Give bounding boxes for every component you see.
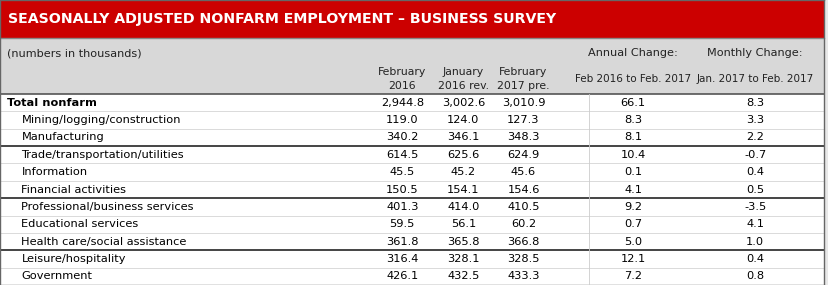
Text: Jan. 2017 to Feb. 2017: Jan. 2017 to Feb. 2017 (696, 74, 813, 84)
Text: 625.6: 625.6 (446, 150, 479, 160)
Text: 5.0: 5.0 (623, 237, 642, 247)
Text: 8.1: 8.1 (623, 133, 642, 142)
Text: 346.1: 346.1 (446, 133, 479, 142)
Text: Financial activities: Financial activities (22, 184, 127, 195)
Text: 614.5: 614.5 (386, 150, 418, 160)
Text: 7.2: 7.2 (623, 271, 642, 281)
Bar (0, 38, 823, 94)
Text: 433.3: 433.3 (507, 271, 539, 281)
Bar (0, 94, 823, 285)
Text: Trade/transportation/utilities: Trade/transportation/utilities (22, 150, 184, 160)
Text: Information: Information (22, 167, 88, 177)
Text: 348.3: 348.3 (507, 133, 539, 142)
Text: 328.5: 328.5 (507, 254, 539, 264)
Text: February: February (378, 67, 426, 77)
Text: 3,010.9: 3,010.9 (501, 98, 545, 108)
Text: 45.2: 45.2 (450, 167, 475, 177)
Text: Government: Government (22, 271, 92, 281)
Text: 60.2: 60.2 (510, 219, 536, 229)
Text: 2.2: 2.2 (745, 133, 763, 142)
Text: 426.1: 426.1 (386, 271, 418, 281)
Text: -3.5: -3.5 (743, 202, 765, 212)
Text: SEASONALLY ADJUSTED NONFARM EMPLOYMENT – BUSINESS SURVEY: SEASONALLY ADJUSTED NONFARM EMPLOYMENT –… (8, 12, 556, 26)
Text: 340.2: 340.2 (386, 133, 418, 142)
Text: 124.0: 124.0 (446, 115, 479, 125)
Text: 4.1: 4.1 (745, 219, 763, 229)
Text: 0.8: 0.8 (745, 271, 763, 281)
Text: 361.8: 361.8 (386, 237, 418, 247)
Text: 410.5: 410.5 (507, 202, 539, 212)
Text: February: February (498, 67, 547, 77)
Text: 66.1: 66.1 (620, 98, 645, 108)
FancyArrow shape (0, 284, 1, 285)
Text: 328.1: 328.1 (446, 254, 479, 264)
Text: 45.5: 45.5 (389, 167, 414, 177)
Text: Annual Change:: Annual Change: (587, 48, 677, 58)
Text: Educational services: Educational services (22, 219, 138, 229)
Text: 3.3: 3.3 (745, 115, 763, 125)
Text: 12.1: 12.1 (619, 254, 645, 264)
Text: 0.5: 0.5 (745, 184, 763, 195)
Text: Monthly Change:: Monthly Change: (706, 48, 802, 58)
Text: Leisure/hospitality: Leisure/hospitality (22, 254, 126, 264)
Text: 366.8: 366.8 (507, 237, 539, 247)
Text: 119.0: 119.0 (386, 115, 418, 125)
Text: (numbers in thousands): (numbers in thousands) (7, 48, 141, 58)
Text: 154.1: 154.1 (446, 184, 479, 195)
Text: Mining/logging/construction: Mining/logging/construction (22, 115, 181, 125)
Text: Feb 2016 to Feb. 2017: Feb 2016 to Feb. 2017 (575, 74, 691, 84)
Text: 127.3: 127.3 (507, 115, 539, 125)
Text: -0.7: -0.7 (743, 150, 765, 160)
Text: 8.3: 8.3 (745, 98, 763, 108)
Text: 365.8: 365.8 (446, 237, 479, 247)
Text: 150.5: 150.5 (386, 184, 418, 195)
Text: 154.6: 154.6 (507, 184, 539, 195)
Text: 401.3: 401.3 (386, 202, 418, 212)
Text: Total nonfarm: Total nonfarm (7, 98, 96, 108)
Text: 9.2: 9.2 (623, 202, 642, 212)
Text: 0.4: 0.4 (745, 254, 763, 264)
Text: 3,002.6: 3,002.6 (441, 98, 484, 108)
Text: 1.0: 1.0 (745, 237, 763, 247)
Text: 2016 rev.: 2016 rev. (437, 81, 489, 91)
Text: 10.4: 10.4 (619, 150, 645, 160)
Text: 2,944.8: 2,944.8 (380, 98, 423, 108)
Text: 0.7: 0.7 (623, 219, 642, 229)
Text: 414.0: 414.0 (446, 202, 479, 212)
Text: 4.1: 4.1 (623, 184, 642, 195)
Text: January: January (442, 67, 484, 77)
Text: 0.1: 0.1 (623, 167, 642, 177)
Text: 2017 pre.: 2017 pre. (497, 81, 549, 91)
Text: Manufacturing: Manufacturing (22, 133, 104, 142)
Text: Professional/business services: Professional/business services (22, 202, 194, 212)
Text: 59.5: 59.5 (389, 219, 415, 229)
Text: 8.3: 8.3 (623, 115, 642, 125)
Text: 56.1: 56.1 (450, 219, 475, 229)
Text: Health care/social assistance: Health care/social assistance (22, 237, 186, 247)
Text: 624.9: 624.9 (507, 150, 539, 160)
Text: 432.5: 432.5 (446, 271, 479, 281)
Text: 2016: 2016 (388, 81, 416, 91)
Text: 45.6: 45.6 (510, 167, 536, 177)
Text: 0.4: 0.4 (745, 167, 763, 177)
Bar (0, 0, 823, 38)
Text: 316.4: 316.4 (386, 254, 418, 264)
